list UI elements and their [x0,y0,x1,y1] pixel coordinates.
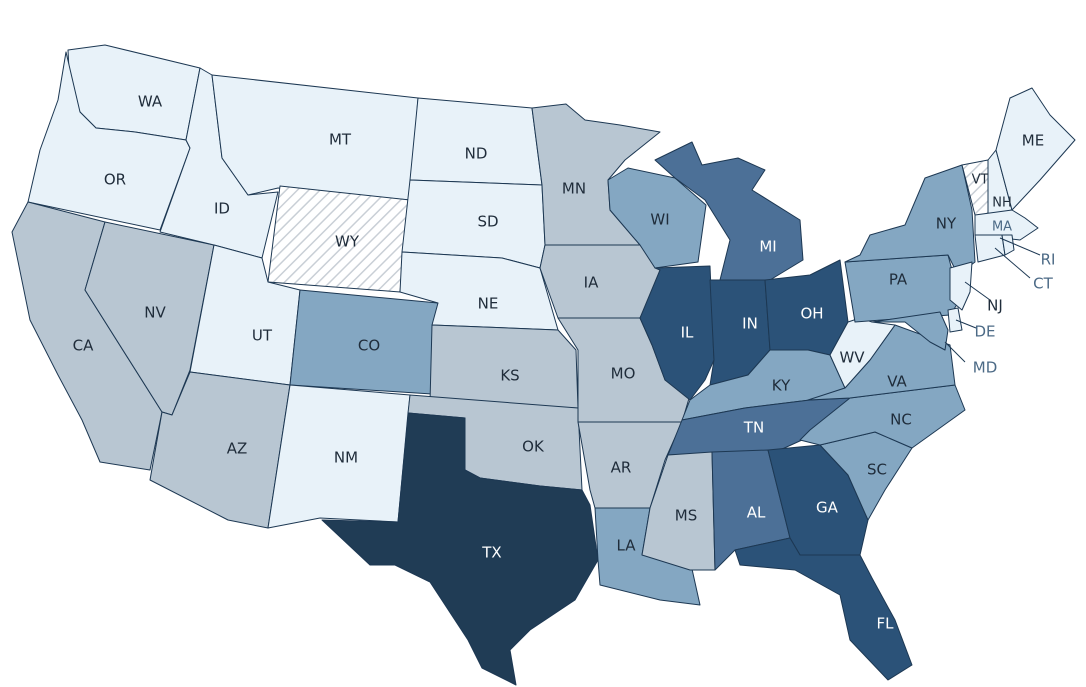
state-IA[interactable] [539,244,661,319]
callout-lines [944,237,1041,363]
state-NM[interactable] [267,384,411,529]
state-label-AL: AL [747,504,766,522]
state-label-CO: CO [358,337,380,355]
state-label-MO: MO [611,365,636,383]
state-label-NJ: NJ [987,297,1003,315]
state-label-NY: NY [936,215,957,233]
state-label-ND: ND [465,145,488,163]
state-label-AZ: AZ [227,440,248,458]
state-label-VA: VA [887,373,907,391]
state-label-MT: MT [329,131,352,149]
state-FL[interactable] [734,537,913,681]
state-label-LA: LA [617,537,637,555]
state-NJ[interactable] [949,261,973,311]
state-MI[interactable] [654,141,804,281]
state-label-KY: KY [772,377,791,395]
state-label-WV: WV [839,349,865,367]
state-WV[interactable] [829,317,896,389]
state-label-ME: ME [1022,132,1044,150]
state-ND[interactable] [409,97,543,186]
state-label-MS: MS [675,507,697,525]
state-label-VT: VT [972,173,989,188]
state-label-FL: FL [877,615,895,633]
state-label-MI: MI [759,238,776,256]
state-label-GA: GA [816,499,839,517]
state-label-IN: IN [742,315,758,333]
state-label-AR: AR [611,459,632,477]
state-label-NC: NC [890,411,912,429]
state-label-WI: WI [650,211,669,229]
state-label-CT: CT [1033,275,1053,293]
state-PA[interactable] [844,254,961,323]
state-TX[interactable] [321,412,599,686]
state-label-WY: WY [335,233,360,251]
state-label-UT: UT [252,327,273,345]
state-label-NM: NM [334,449,358,467]
state-label-TN: TN [743,419,764,437]
state-label-NE: NE [478,295,499,313]
state-NY[interactable] [844,164,976,276]
state-MN[interactable] [531,103,661,246]
state-WI[interactable] [607,167,707,269]
state-label-SC: SC [867,461,887,479]
state-label-OR: OR [104,171,126,189]
state-label-SD: SD [477,213,498,231]
state-label-MN: MN [562,180,586,198]
state-label-OH: OH [800,305,823,323]
state-label-WA: WA [138,93,163,111]
state-label-RI: RI [1041,251,1056,269]
state-labels: WA OR CA NV ID MT WY UT AZ CO NM ND SD N… [73,93,1056,633]
state-label-OK: OK [522,438,545,456]
state-label-PA: PA [889,271,908,289]
state-label-NV: NV [144,304,166,322]
state-label-CA: CA [73,337,94,355]
state-label-DE: DE [974,323,995,341]
state-MT[interactable] [211,74,419,201]
state-label-IL: IL [681,324,694,342]
state-label-ID: ID [214,200,230,218]
state-MD[interactable] [871,311,949,351]
state-label-KS: KS [500,367,519,385]
state-label-MA: MA [992,220,1012,235]
state-label-IA: IA [584,274,599,292]
state-KS[interactable] [429,324,579,409]
state-ME[interactable] [995,87,1076,211]
state-label-MD: MD [973,359,998,377]
state-label-TX: TX [481,544,501,562]
state-label-NH: NH [992,196,1012,211]
state-CT[interactable] [974,234,1006,263]
state-DE[interactable] [947,307,963,333]
